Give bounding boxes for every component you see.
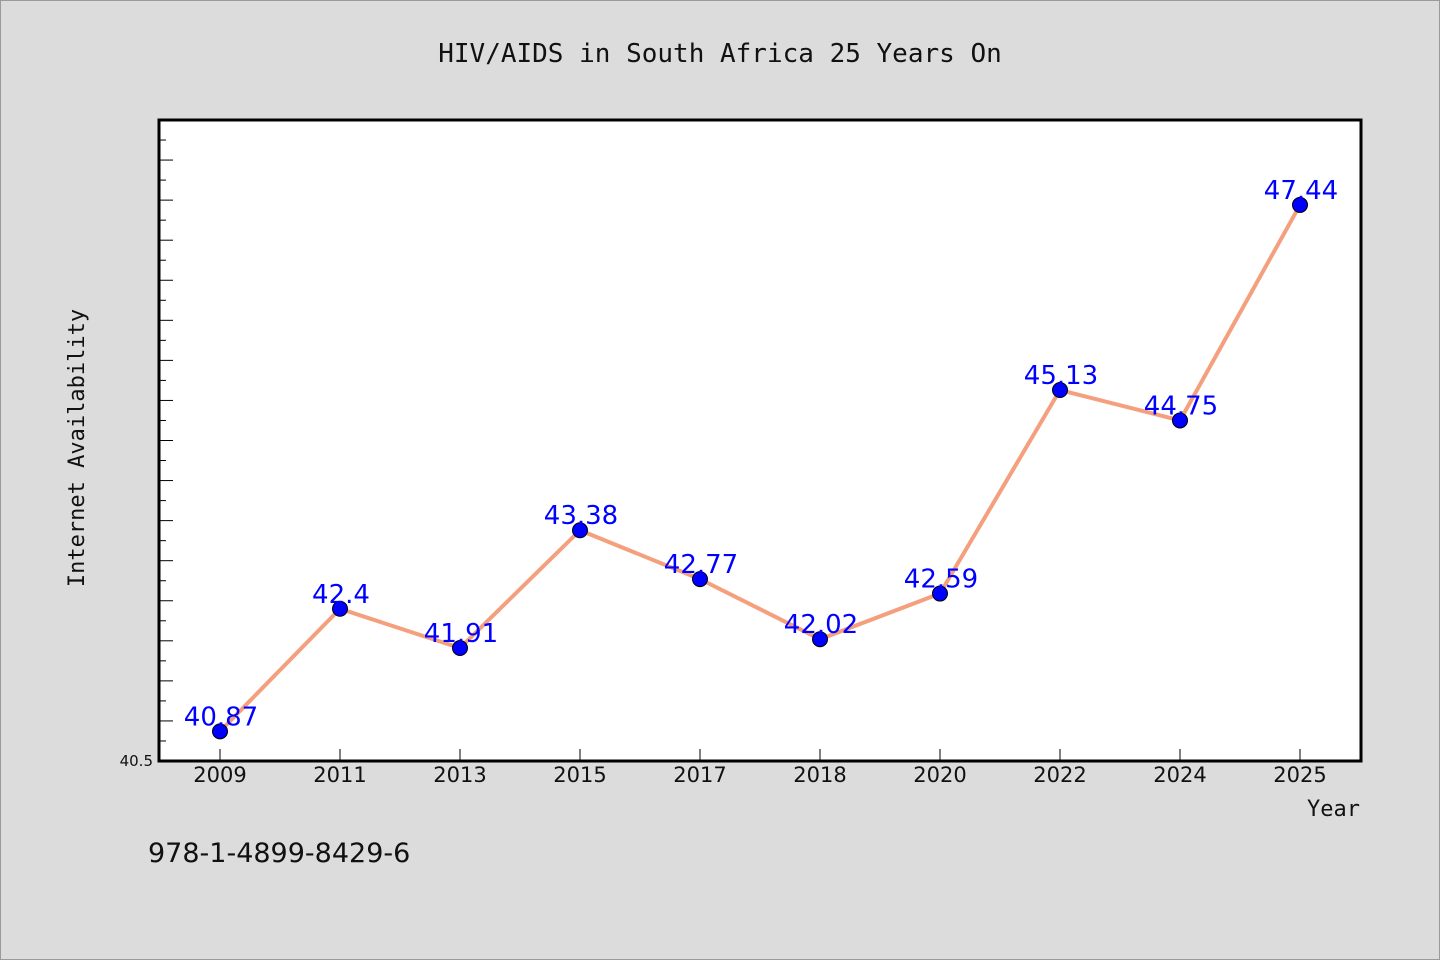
data-point [332,600,348,617]
data-labels: 40.87 42.4 41.91 43.38 42.77 42.02 42.59 45.13 4… [184,176,1338,732]
data-label: 45.13 [1024,361,1098,391]
y-axis-ticks [159,119,173,762]
data-point [1172,412,1188,429]
data-point [812,631,828,648]
data-label: 43.38 [544,501,618,531]
plot-area [157,118,1363,763]
x-axis-label: Year [1307,797,1360,822]
x-tick-label: 2013 [433,763,486,787]
x-axis-ticks [219,749,1301,761]
data-label: 40.87 [184,702,258,732]
y-min-tick-label: 40.5 [120,752,153,770]
series-line [218,202,1302,734]
isbn-text: 978-1-4899-8429-6 [148,838,410,869]
data-point [212,723,228,740]
x-tick-label: 2015 [553,763,606,787]
x-tick-label: 2018 [793,763,846,787]
chart-title: HIV/AIDS in South Africa 25 Years On [438,39,1002,69]
data-point [572,522,588,539]
x-tick-label: 2011 [313,763,366,787]
x-tick-label: 2017 [673,763,726,787]
x-tick-label: 2020 [913,763,966,787]
data-label: 41.91 [424,619,498,649]
data-point [692,571,708,588]
x-tick-label: 2022 [1033,763,1086,787]
data-label: 44.75 [1144,391,1218,421]
x-tick-labels: 2009 2011 2013 2015 2017 2018 2020 2022 2024 2025 [193,763,1326,787]
x-tick-label: 2024 [1153,763,1206,787]
data-label: 47.44 [1264,176,1338,206]
data-markers [212,196,1308,740]
data-point [1292,196,1308,213]
data-point [452,640,468,657]
data-label: 42.4 [312,580,370,610]
x-tick-label: 2025 [1273,763,1326,787]
data-label: 42.59 [904,565,978,595]
data-point [1052,382,1068,399]
data-label: 42.02 [784,610,858,640]
x-tick-label: 2009 [193,763,246,787]
series-line-group [218,202,1302,734]
data-label: 42.77 [664,550,738,580]
data-point [932,585,948,602]
y-axis-label: Internet Availability [65,309,90,587]
